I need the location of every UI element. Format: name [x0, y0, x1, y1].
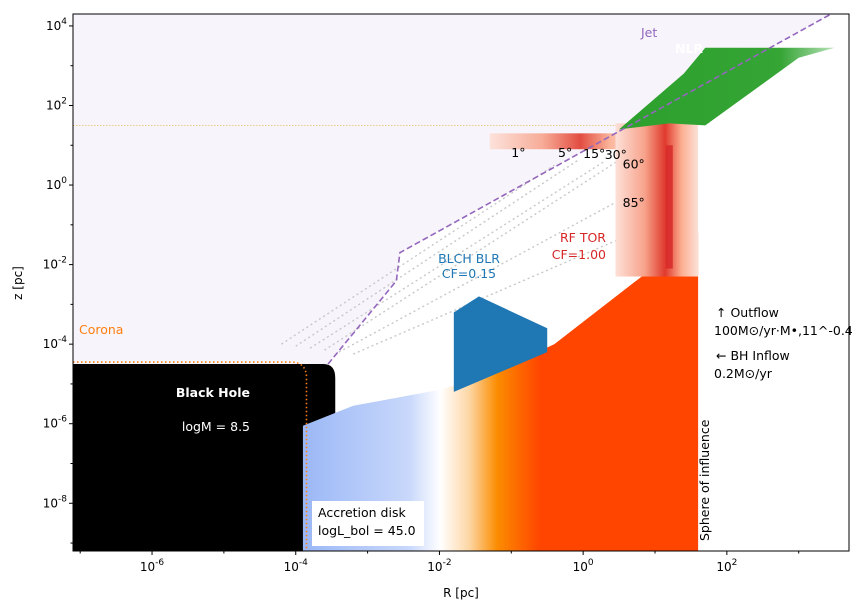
- disk-label-box: [312, 501, 424, 546]
- angle-label: 5°: [558, 145, 572, 160]
- x-axis-label: R [pc]: [443, 586, 479, 600]
- x-tick-label: 102: [716, 558, 737, 574]
- inflow-value: 0.2M⊙/yr: [714, 366, 773, 381]
- torus-covering-fraction: CF=1.00: [552, 247, 606, 262]
- jet-label: Jet: [640, 25, 657, 40]
- accretion-disk: [302, 232, 699, 551]
- torus-name: RF TOR: [560, 230, 606, 245]
- disk-luminosity: logL_bol = 45.0: [318, 523, 416, 538]
- torus: [489, 123, 699, 277]
- sight-line: [295, 158, 580, 347]
- corona-label: Corona: [79, 322, 123, 337]
- blr-covering-fraction: CF=0.15: [442, 266, 496, 281]
- blr-name: BLCH BLR: [438, 251, 500, 266]
- viewing-angle-labels: 1° 5° 15° 30°60° 85°: [511, 145, 645, 210]
- angle-label: 30°: [605, 147, 627, 162]
- inflow-label: ← BH Inflow: [716, 348, 790, 363]
- x-tick-label: 100: [573, 558, 594, 574]
- sphere-of-influence-label: Sphere of influence: [697, 419, 712, 541]
- torus-body: [615, 123, 699, 277]
- y-tick-label: 102: [46, 96, 67, 112]
- disk-title: Accretion disk: [318, 505, 406, 520]
- outflow-value: 100M⊙/yr·M•,11^-0.4: [714, 323, 853, 338]
- y-tick-label: 100: [46, 176, 67, 192]
- black-hole-mass: logM = 8.5: [182, 419, 250, 434]
- plot-frame: [72, 13, 850, 552]
- torus-upper-band: [489, 133, 641, 150]
- black-hole: [73, 364, 336, 551]
- x-tick-label: 10-4: [284, 558, 309, 574]
- x-axis-ticks: 10-6 10-4 10-2 100 102: [79, 551, 800, 574]
- narrow-line-region: [619, 47, 835, 130]
- sight-line: [309, 160, 606, 349]
- y-axis-ticks: 10-8 10-6 10-4 10-2 100 102 104: [43, 17, 73, 544]
- y-tick-label: 10-4: [43, 335, 68, 351]
- sight-line: [324, 152, 631, 351]
- y-tick-label: 104: [46, 17, 67, 33]
- y-tick-label: 10-2: [43, 256, 67, 272]
- nlr-label: NLR: [675, 41, 703, 56]
- angle-label: 85°: [623, 195, 645, 210]
- y-tick-label: 10-6: [43, 415, 68, 431]
- angle-label: 1°: [511, 145, 525, 160]
- angle-label: 15°: [583, 146, 605, 161]
- broad-line-region: [453, 296, 548, 392]
- angle-label: 60°: [623, 156, 645, 171]
- y-tick-label: 10-8: [43, 494, 68, 510]
- y-axis-label: z [pc]: [11, 266, 25, 300]
- x-tick-label: 10-6: [140, 558, 165, 574]
- jet-line: [327, 14, 833, 365]
- outflow-label: ↑ Outflow: [716, 305, 779, 320]
- black-hole-title: Black Hole: [176, 385, 250, 400]
- x-tick-label: 10-2: [427, 558, 451, 574]
- torus-core: [665, 145, 673, 269]
